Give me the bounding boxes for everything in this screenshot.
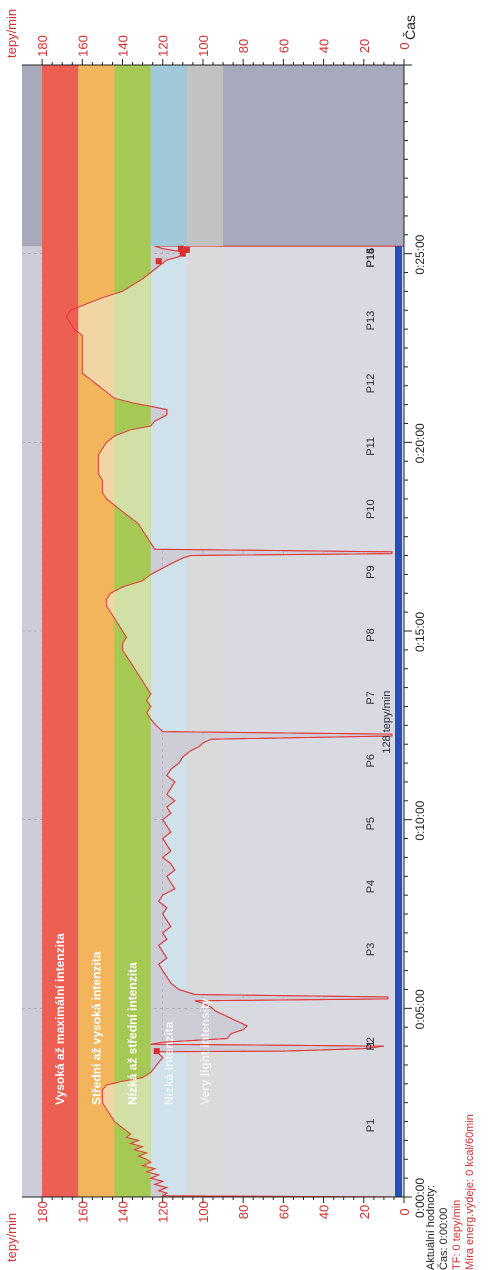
zone-label-2: Nízká až střední intenzita: [126, 962, 140, 1105]
y-axis-title-top: tepy/min: [4, 9, 19, 58]
lap-label-p15: P15: [365, 248, 377, 268]
bpm-tick-label-top-7: 140: [116, 35, 131, 57]
lap-label-p10: P10: [365, 499, 377, 519]
zone-label-4: Very light intensity: [198, 998, 212, 1105]
current-time-value: Čas: 0:00:00: [438, 1207, 450, 1270]
lap-label-1: 1: [365, 1041, 377, 1047]
hr-marker-4: [177, 245, 184, 252]
bpm-tick-label-bottom-9: 180: [35, 1201, 50, 1223]
zone-strip-top-4: [186, 65, 224, 247]
y-axis-title-bottom: tepy/min: [4, 1213, 19, 1262]
lap-label-p16: P16: [365, 248, 377, 268]
current-hr-value: TF: 0 tepy/min: [451, 1199, 463, 1270]
hr-line-top: [65, 245, 405, 1198]
zone-strip-0: [42, 65, 79, 1197]
zone-label-0: Vysoká až maximální intenzita: [53, 933, 67, 1105]
zone-label-3: Nízká intenzita: [162, 1021, 176, 1105]
time-tick-label-2: 0:10:00: [413, 800, 427, 840]
hr-marker-0: [153, 1048, 160, 1055]
bpm-tick-label-top-5: 100: [196, 35, 211, 57]
bpm-tick-label-top-4: 80: [236, 39, 251, 53]
lap-label-p8: P8: [365, 628, 377, 641]
lap-label-p12: P12: [365, 374, 377, 394]
hr-annotation: 128 tepy/min: [381, 691, 393, 754]
hr-marker-3: [183, 246, 190, 253]
time-tick-label-1: 0:05:00: [413, 989, 427, 1029]
zone-strip-1: [78, 65, 115, 1197]
bpm-tick-label-bottom-4: 80: [236, 1205, 251, 1219]
time-tick-label-5: 0:25:00: [413, 234, 427, 274]
bpm-tick-label-bottom-6: 120: [156, 1201, 171, 1223]
lap-label-p3: P3: [365, 943, 377, 956]
bpm-tick-label-top-0: 0: [397, 42, 412, 49]
lap-label-p14: P14: [365, 248, 377, 268]
current-energy-value: Míra energ.výdeje: 0 kcal/60min: [464, 1114, 476, 1270]
lap-label-p9: P9: [365, 565, 377, 578]
lap-label-p11: P11: [365, 437, 377, 456]
bpm-tick-label-top-6: 120: [156, 35, 171, 57]
lap-label-p5: P5: [365, 817, 377, 830]
lap-label-p7: P7: [365, 691, 377, 704]
zone-label-1: Střední až vysoká intenzita: [89, 951, 103, 1105]
bpm-tick-label-top-9: 180: [35, 35, 50, 57]
hr-marker-2: [179, 250, 186, 257]
bpm-tick-label-bottom-0: 0: [397, 1208, 412, 1215]
zone-strips: [22, 65, 405, 1198]
lap-label-p4: P4: [365, 880, 377, 893]
lap-label-p6: P6: [365, 754, 377, 767]
bpm-tick-label-bottom-7: 140: [116, 1201, 131, 1223]
current-values-heading: Aktuální hodnoty:: [425, 1184, 437, 1270]
lap-label-p2: P2: [365, 1037, 377, 1050]
bpm-tick-label-bottom-1: 20: [357, 1205, 372, 1219]
bpm-tick-label-bottom-3: 60: [276, 1205, 291, 1219]
bpm-tick-label-bottom-8: 160: [75, 1201, 90, 1223]
time-tick-label-4: 0:20:00: [413, 423, 427, 463]
bpm-tick-label-bottom-2: 40: [317, 1205, 332, 1219]
hr-marker-1: [155, 258, 162, 265]
lap-label-p13: P13: [365, 311, 377, 331]
axes: 0:00:00 0:05:00 0:10:00 0:15:00 0:20:00 0:25:…: [4, 9, 427, 1262]
bpm-tick-label-top-2: 40: [317, 39, 332, 53]
lap-label-p1: P1: [365, 1119, 377, 1132]
bpm-tick-label-top-8: 160: [75, 35, 90, 57]
time-axis-bar: [395, 246, 402, 1197]
bpm-tick-label-top-3: 60: [276, 39, 291, 53]
bpm-tick-label-bottom-5: 100: [196, 1201, 211, 1223]
time-tick-label-0: 0:00:00: [413, 1178, 427, 1218]
annotations: 128 tepy/min: [153, 245, 393, 1055]
area-below-zones: [223, 246, 404, 1197]
zone-labels: Vysoká až maximální intenzita Střední až …: [53, 933, 212, 1105]
bpm-tick-label-top-1: 20: [357, 39, 372, 53]
x-axis-title: Čas: [402, 15, 418, 40]
zone-strip-top-3: [150, 65, 187, 247]
time-tick-label-3: 0:15:00: [413, 612, 427, 652]
